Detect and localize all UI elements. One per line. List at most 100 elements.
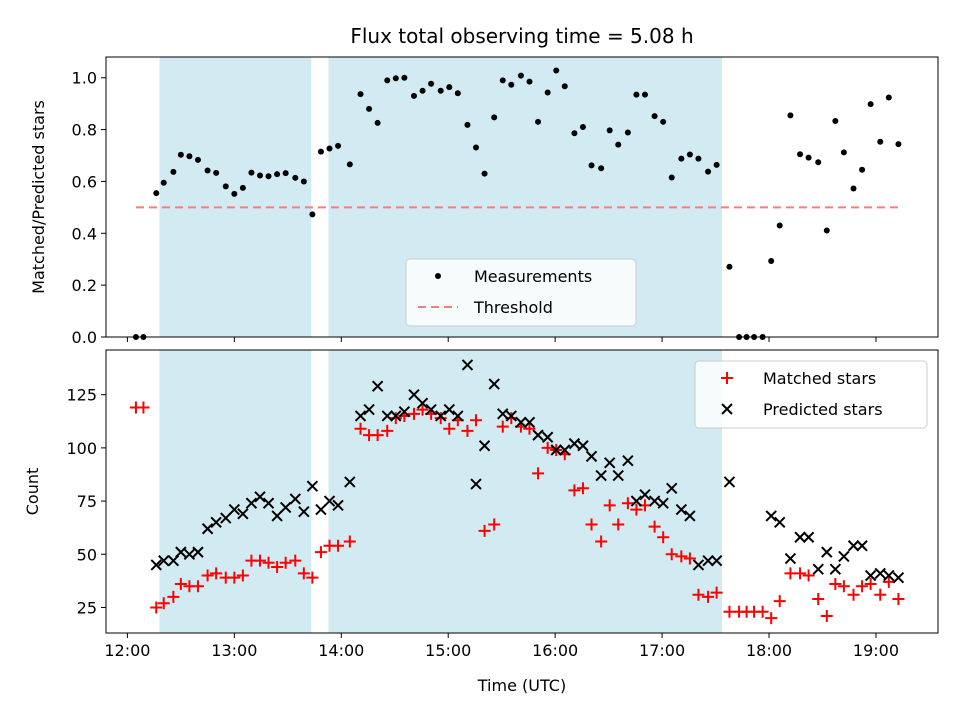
- data-point: [576, 482, 589, 495]
- data-point: [231, 190, 238, 197]
- data-point: [856, 580, 869, 593]
- data-point: [346, 161, 353, 168]
- data-point: [332, 499, 344, 512]
- data-point: [802, 531, 815, 543]
- data-point: [666, 482, 678, 495]
- y-tick-label: 75: [77, 492, 97, 511]
- data-point: [585, 450, 598, 463]
- series-measurements: [132, 67, 902, 340]
- y-tick-label: 0.0: [72, 328, 97, 347]
- data-point: [838, 550, 850, 563]
- observing-interval: [159, 350, 312, 633]
- data-point: [686, 151, 693, 158]
- chart-title: Flux total observing time = 5.08 h: [350, 24, 693, 48]
- data-point: [588, 162, 595, 169]
- x-axis-label: Time (UTC): [477, 676, 566, 695]
- data-point: [256, 172, 263, 179]
- data-point: [630, 495, 643, 507]
- data-point: [895, 141, 902, 148]
- data-point: [568, 437, 581, 450]
- data-point: [856, 540, 868, 552]
- data-point: [595, 535, 608, 548]
- data-point: [553, 67, 560, 74]
- y-tick-label: 0.4: [72, 224, 97, 243]
- data-point: [160, 179, 167, 186]
- data-point: [366, 105, 373, 112]
- data-point: [381, 410, 393, 422]
- x-tick-label: 19:00: [853, 641, 899, 660]
- data-point: [683, 552, 696, 565]
- data-point: [535, 118, 542, 125]
- y-tick-label: 125: [66, 386, 97, 405]
- data-point: [363, 403, 375, 416]
- data-point: [253, 554, 266, 567]
- data-point: [174, 578, 187, 591]
- data-point: [461, 424, 474, 437]
- data-point: [784, 552, 797, 565]
- data-point: [579, 124, 586, 130]
- data-point: [245, 497, 258, 509]
- x-tick-label: 15:00: [425, 641, 471, 660]
- data-point: [508, 81, 515, 88]
- data-point: [274, 171, 281, 178]
- data-point: [390, 410, 402, 422]
- legend-label: Matched stars: [763, 369, 876, 388]
- x-tick-label: 18:00: [746, 641, 792, 660]
- data-point: [381, 424, 394, 437]
- data-point: [665, 548, 678, 561]
- data-point: [357, 91, 364, 98]
- data-point: [435, 273, 441, 279]
- data-point: [434, 412, 447, 425]
- data-point: [702, 590, 715, 603]
- data-point: [820, 609, 833, 622]
- data-point: [332, 539, 345, 552]
- data-point: [389, 412, 402, 425]
- data-point: [488, 378, 500, 390]
- x-tick-label: 17:00: [639, 641, 685, 660]
- data-point: [892, 592, 905, 605]
- data-point: [532, 467, 545, 480]
- data-point: [874, 588, 887, 601]
- data-point: [461, 359, 474, 371]
- data-point: [523, 422, 536, 435]
- data-point: [756, 605, 769, 618]
- data-point: [408, 388, 420, 401]
- data-point: [621, 497, 634, 510]
- data-point: [306, 571, 319, 584]
- data-point: [443, 422, 456, 435]
- data-point: [726, 263, 733, 270]
- data-point: [675, 550, 688, 563]
- data-point: [721, 403, 733, 415]
- data-point: [526, 78, 533, 85]
- data-point: [633, 91, 640, 98]
- data-point: [222, 183, 229, 190]
- data-point: [183, 548, 196, 560]
- data-point: [864, 578, 877, 591]
- data-point: [425, 403, 437, 416]
- data-point: [723, 476, 736, 488]
- data-point: [692, 559, 705, 571]
- data-point: [354, 422, 367, 435]
- data-point: [289, 493, 301, 505]
- data-point: [265, 173, 272, 180]
- data-point: [794, 531, 806, 543]
- data-point: [306, 480, 319, 492]
- data-point: [850, 185, 857, 192]
- data-point: [213, 169, 220, 176]
- data-point: [175, 546, 187, 558]
- data-point: [765, 510, 777, 522]
- data-point: [773, 595, 786, 608]
- data-point: [515, 416, 527, 429]
- data-point: [651, 113, 658, 120]
- data-point: [317, 148, 324, 155]
- data-point: [137, 401, 150, 414]
- data-point: [228, 503, 241, 516]
- data-point: [883, 569, 895, 582]
- data-point: [371, 429, 384, 442]
- data-point: [192, 546, 204, 558]
- data-point: [452, 410, 464, 422]
- data-point: [874, 567, 886, 580]
- data-point: [470, 478, 482, 490]
- data-point: [271, 561, 284, 574]
